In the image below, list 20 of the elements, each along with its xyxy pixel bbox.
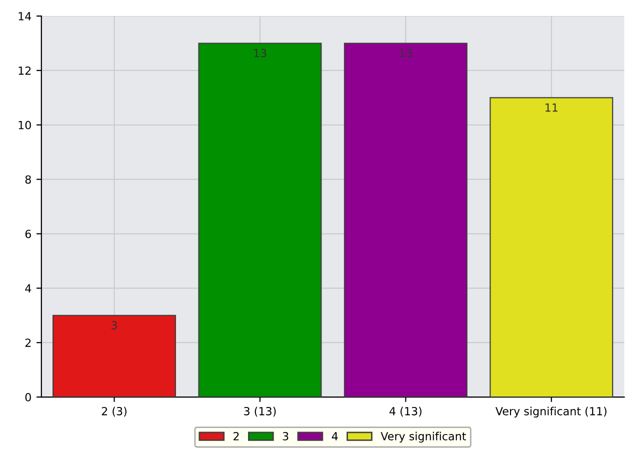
legend-label: 3 [282,432,288,440]
legend-label: 2 [234,432,239,440]
y-tick-label: 12 [18,66,31,75]
x-tick-label: 4 (13) [390,406,422,417]
y-tick-label: 6 [25,230,31,238]
x-tick-label: 3 (13) [244,406,276,417]
y-tick-label: 10 [18,120,31,130]
y-tick-label: 4 [25,284,32,292]
y-tick-label: 0 [25,393,31,402]
data-label: 13 [400,48,412,58]
x-tick-label: 2 (3) [102,406,126,417]
y-tick-label: 8 [25,175,31,184]
y-tick-label: 14 [18,12,32,20]
legend-label: 4 [332,432,338,440]
x-tick-label: Very significant (11) [496,406,606,418]
data-label: 3 [112,321,117,330]
data-label: 11 [546,103,558,112]
legend-label: Very significant [380,432,466,443]
y-tick-label: 2 [25,338,31,347]
data-label: 13 [254,48,266,58]
